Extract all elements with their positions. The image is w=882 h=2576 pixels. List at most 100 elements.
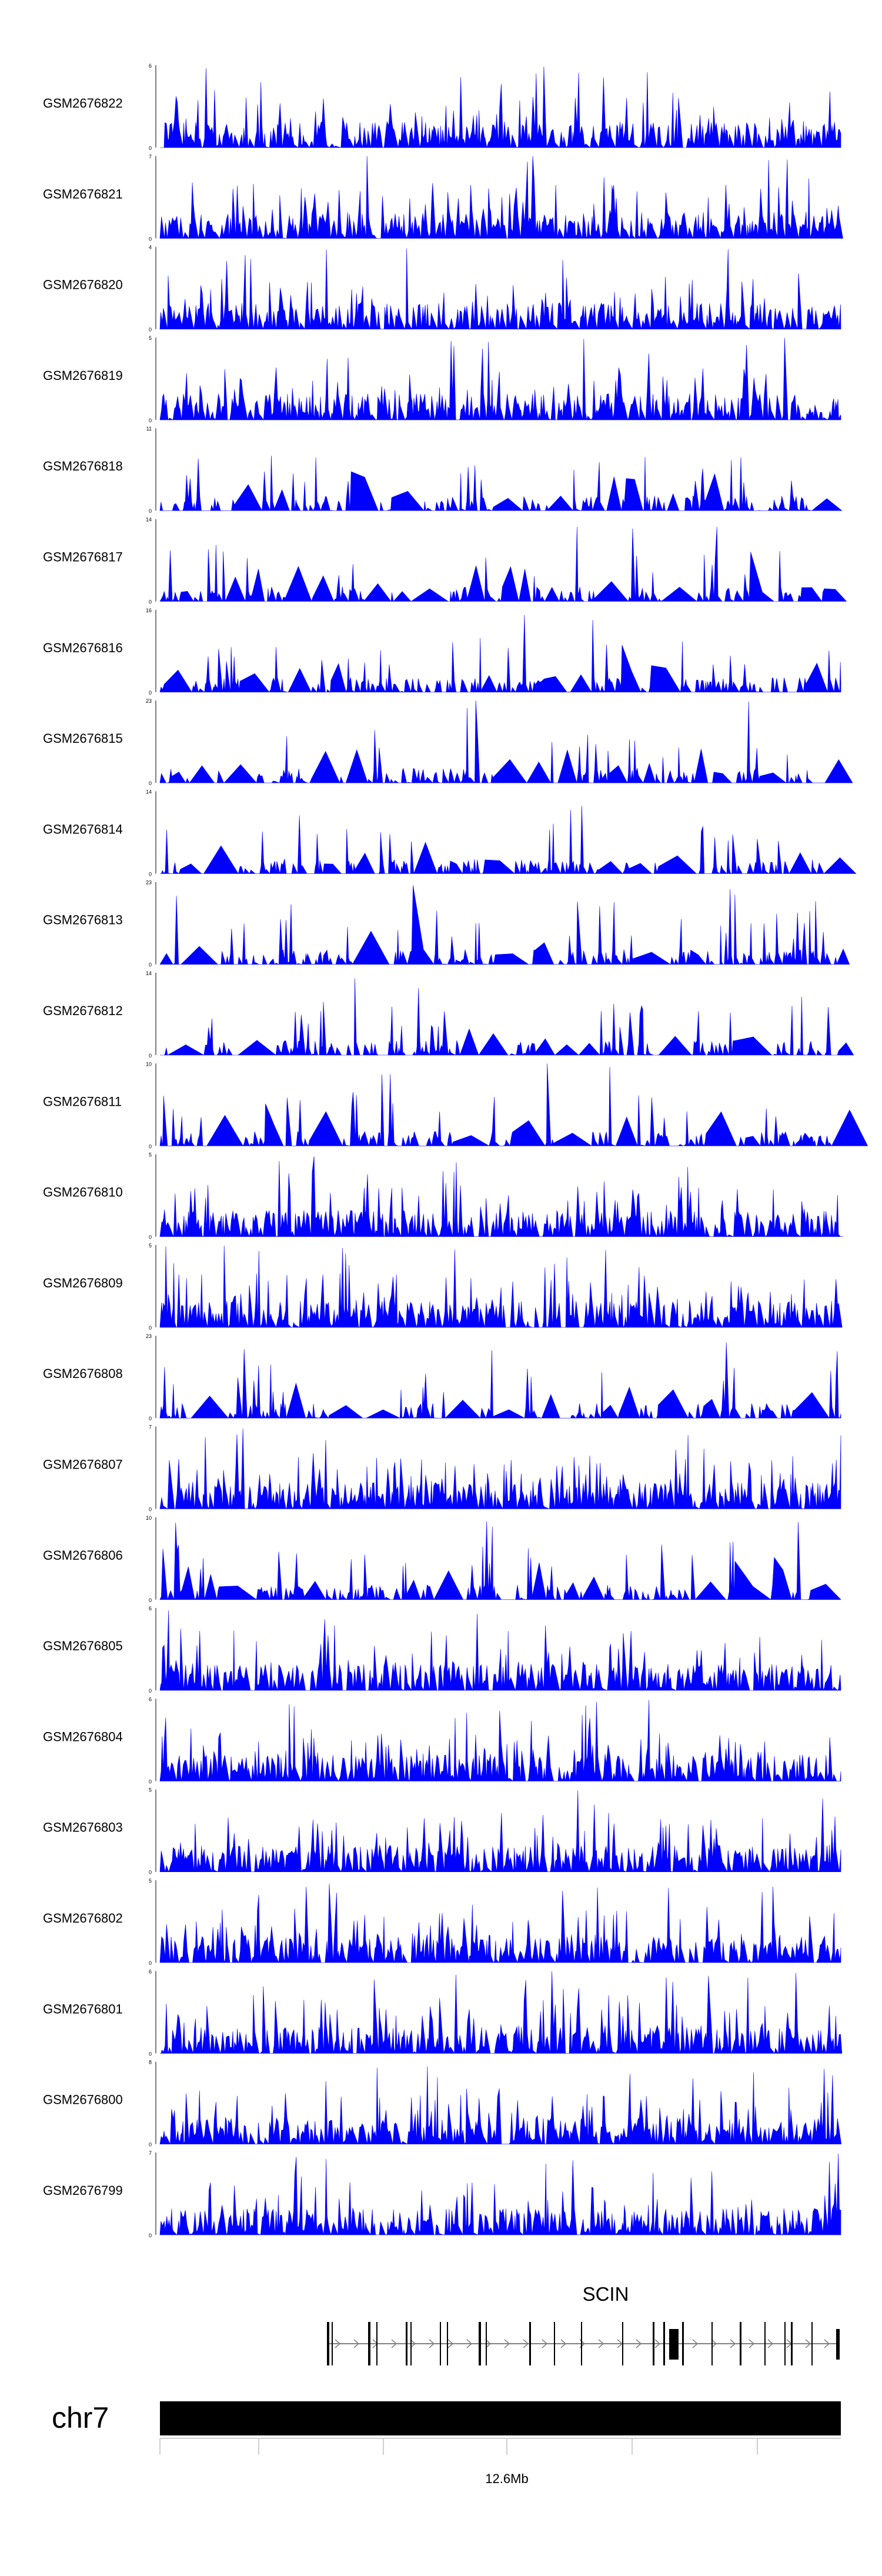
exon — [554, 2322, 555, 2365]
track-gsm2676814: 14 0 GSM2676814 — [43, 789, 857, 877]
exon — [836, 2329, 840, 2360]
strand-arrow — [560, 2339, 567, 2348]
signal-area — [159, 526, 847, 602]
signal-area — [159, 1521, 841, 1600]
strand-arrow — [805, 2339, 811, 2348]
exon — [669, 2329, 679, 2360]
strand-arrow — [636, 2339, 642, 2348]
track-name: GSM2676800 — [43, 2093, 123, 2107]
track-ymin-label: 0 — [149, 1234, 152, 1240]
exon — [740, 2322, 741, 2365]
signal-area — [160, 978, 854, 1056]
track-ymax-label: 23 — [146, 698, 152, 704]
signal-area — [159, 1700, 841, 1782]
track-ymin-label: 0 — [149, 236, 152, 242]
track-name: GSM2676801 — [43, 2001, 123, 2016]
track-name: GSM2676822 — [43, 96, 123, 111]
chromosome-ideogram: chr7 — [52, 2401, 841, 2435]
track-name: GSM2676806 — [43, 1548, 123, 1563]
track-ymin-label: 0 — [149, 1416, 152, 1422]
track-ymin-label: 0 — [149, 418, 152, 423]
exon — [581, 2322, 582, 2365]
track-gsm2676816: 16 0 GSM2676816 — [43, 608, 841, 696]
strand-arrow — [391, 2339, 397, 2348]
track-ymax-label: 7 — [149, 2150, 152, 2156]
strand-arrow — [410, 2339, 416, 2348]
exon — [622, 2322, 623, 2365]
track-name: GSM2676807 — [43, 1457, 123, 1472]
signal-area — [159, 1971, 843, 2054]
exon — [332, 2322, 333, 2365]
strand-arrow — [429, 2339, 435, 2348]
track-ymin-label: 0 — [149, 1053, 152, 1059]
gene-exons — [327, 2322, 840, 2365]
exon — [663, 2322, 665, 2365]
strand-arrow — [824, 2339, 830, 2348]
track-gsm2676818: 11 0 GSM2676818 — [43, 426, 843, 514]
strand-arrow — [711, 2339, 717, 2348]
exon — [682, 2322, 684, 2365]
track-gsm2676812: 14 0 GSM2676812 — [43, 970, 854, 1059]
exon — [811, 2322, 813, 2365]
track-ymax-label: 7 — [149, 154, 152, 159]
exon — [784, 2322, 786, 2365]
axis-ticks — [159, 2438, 758, 2455]
track-name: GSM2676811 — [43, 1094, 122, 1109]
track-ymax-label: 5 — [149, 335, 152, 341]
signal-area — [159, 1884, 841, 1964]
track-gsm2676799: 7 0 GSM2676799 — [43, 2150, 841, 2238]
track-gsm2676822: 6 0 GSM2676822 — [43, 63, 841, 151]
track-gsm2676804: 6 0 GSM2676804 — [43, 1696, 841, 1784]
track-ymax-label: 14 — [146, 970, 152, 976]
chromosome-label: chr7 — [52, 2401, 109, 2434]
strand-arrow — [504, 2339, 510, 2348]
track-ymin-label: 0 — [149, 2142, 152, 2148]
track-name: GSM2676817 — [43, 550, 123, 565]
track-ymin-label: 0 — [149, 1778, 152, 1784]
strand-arrow — [730, 2339, 736, 2348]
track-ymax-label: 8 — [149, 2060, 152, 2066]
track-gsm2676807: 7 0 GSM2676807 — [43, 1424, 841, 1513]
genomic-axis: 12.6Mb — [159, 2438, 841, 2486]
track-ymax-label: 10 — [146, 1515, 152, 1521]
signal-area — [159, 885, 850, 965]
track-gsm2676802: 5 0 GSM2676802 — [43, 1878, 841, 1966]
signal-area — [159, 2066, 842, 2145]
strand-arrow — [654, 2339, 661, 2348]
signal-area — [159, 455, 843, 512]
track-name: GSM2676815 — [43, 731, 123, 746]
track-ymin-label: 0 — [149, 780, 152, 786]
track-name: GSM2676805 — [43, 1639, 123, 1653]
track-ymin-label: 0 — [149, 871, 152, 877]
exon — [486, 2322, 487, 2365]
strand-arrow — [692, 2339, 699, 2348]
track-ymax-label: 6 — [149, 1606, 152, 1611]
track-name: GSM2676814 — [43, 822, 123, 836]
signal-area — [159, 338, 841, 421]
track-ymax-label: 5 — [149, 1152, 152, 1158]
track-name: GSM2676803 — [43, 1820, 123, 1835]
track-ymax-label: 14 — [146, 789, 152, 795]
track-gsm2676821: 7 0 GSM2676821 — [43, 154, 843, 242]
exon — [479, 2322, 481, 2365]
strand-arrow — [353, 2339, 360, 2348]
exon — [406, 2322, 407, 2365]
track-name: GSM2676804 — [43, 1729, 123, 1744]
exon — [764, 2322, 766, 2365]
strand-arrow — [485, 2339, 492, 2348]
strand-arrow — [447, 2339, 454, 2348]
track-gsm2676811: 10 0 GSM2676811 — [43, 1061, 868, 1149]
strand-arrow — [523, 2339, 529, 2348]
track-name: GSM2676799 — [43, 2183, 123, 2198]
track-gsm2676820: 4 0 GSM2676820 — [43, 245, 841, 333]
signal-area — [159, 1429, 841, 1510]
track-ymin-label: 0 — [149, 690, 152, 696]
signal-area — [160, 806, 857, 875]
track-name: GSM2676809 — [43, 1276, 123, 1290]
track-ymin-label: 0 — [149, 145, 152, 151]
track-ymax-label: 6 — [149, 63, 152, 69]
exon — [440, 2322, 441, 2365]
signal-area — [160, 66, 841, 149]
exon — [376, 2322, 377, 2365]
